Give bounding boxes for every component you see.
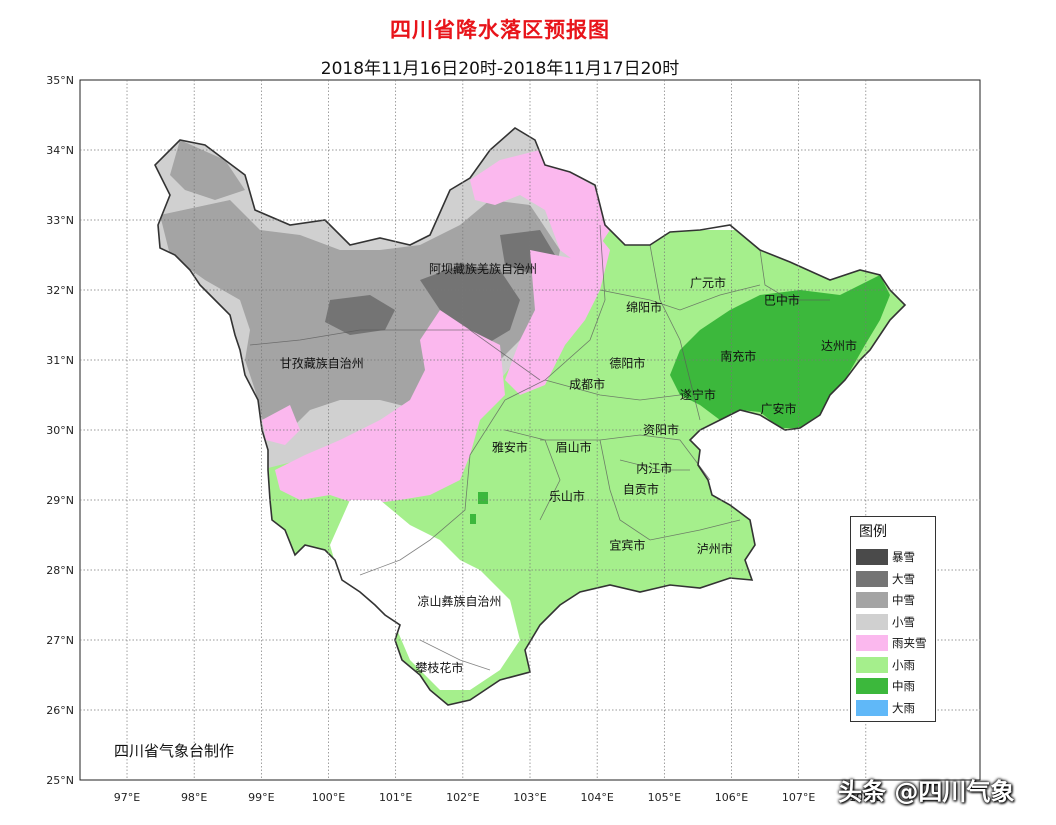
lat-tick-label: 28°N [46,564,74,577]
legend-label: 暴雪 [892,550,915,564]
legend-swatch [856,570,888,587]
region-label: 攀枝花市 [415,660,463,675]
sleet-area-central [505,235,610,395]
legend-label: 中雪 [892,593,915,607]
legend-label: 小雨 [892,657,915,672]
legend-label: 大雨 [892,700,915,715]
longitude-labels: 97°E 98°E 99°E 100°E 101°E 102°E 103°E 104°E 105… [114,791,883,804]
legend-swatch [856,635,888,651]
lon-tick-label: 106°E [715,791,748,804]
lon-tick-label: 107°E [782,791,815,804]
region-label: 南充市 [720,349,756,364]
region-label: 德阳市 [609,356,645,371]
lon-tick-label: 101°E [379,791,412,804]
region-label: 内江市 [636,461,672,476]
region-label: 眉山市 [556,440,592,455]
lon-tick-label: 97°E [114,791,140,804]
map-title: 四川省降水落区预报图 [390,18,610,42]
legend-swatch [856,549,888,565]
moderate-rain-patch-2 [470,514,476,524]
lat-tick-label: 25°N [46,774,74,787]
sleet-area-north [470,150,610,265]
legend: 图例 暴雪大雪中雪小雪雨夹雪小雨中雨大雨 [850,516,936,722]
sleet-area-west [275,310,505,505]
legend-item: 雨夹雪 [856,635,934,651]
region-label: 绵阳市 [626,300,662,315]
legend-swatch [856,613,888,630]
legend-item: 大雨 [856,699,934,716]
sleet-area-edge [262,405,300,445]
heavy-snow-area [420,265,520,345]
lat-tick-label: 34°N [46,144,74,157]
map-subtitle: 2018年11月16日20时-2018年11月17日20时 [320,59,680,79]
legend-title: 图例 [859,524,887,540]
lat-tick-label: 29°N [46,494,74,507]
lon-tick-label: 104°E [580,791,613,804]
lon-tick-label: 99°E [248,791,274,804]
legend-item: 中雪 [856,592,934,608]
region-label: 凉山彝族自治州 [417,594,501,609]
region-label: 资阳市 [643,422,679,437]
legend-label: 雨夹雪 [892,636,927,650]
legend-item: 小雨 [856,656,934,673]
legend-label: 大雪 [892,571,915,586]
lat-tick-label: 35°N [46,74,74,87]
lat-tick-label: 30°N [46,424,74,437]
region-label: 乐山市 [549,489,585,504]
heavy-snow-area-2 [325,295,395,335]
lat-tick-label: 31°N [46,354,74,367]
region-label: 遂宁市 [680,387,716,402]
lat-tick-label: 27°N [46,634,74,647]
lon-tick-label: 103°E [513,791,546,804]
region-label: 巴中市 [764,293,800,308]
legend-swatch [856,656,888,673]
lat-tick-label: 32°N [46,284,74,297]
lat-tick-label: 33°N [46,214,74,227]
region-label: 雅安市 [492,440,528,455]
legend-item: 中雨 [856,678,934,694]
region-label: 广安市 [760,401,796,416]
watermark: 头条 @四川气象 [838,778,1015,806]
region-label: 甘孜藏族自治州 [280,357,364,371]
latitude-labels: 35°N 34°N 33°N 32°N 31°N 30°N 29°N 28°N 27°N 26°N… [46,74,74,787]
legend-label: 中雨 [892,679,915,693]
region-label: 广元市 [690,275,726,290]
region-label: 宜宾市 [609,538,645,553]
lon-tick-label: 102°E [446,791,479,804]
no-precip-south [330,500,520,690]
producer-credit: 四川省气象台制作 [114,742,235,760]
graticule [80,80,980,780]
legend-label: 小雪 [892,614,915,629]
lon-tick-label: 105°E [648,791,681,804]
legend-swatch [856,592,888,608]
region-label: 成都市 [569,377,605,392]
lon-tick-label: 98°E [181,791,207,804]
lat-tick-label: 26°N [46,704,74,717]
legend-item: 暴雪 [856,549,934,565]
province-outline [154,127,907,706]
region-label: 自贡市 [623,482,659,497]
lon-tick-label: 100°E [312,791,345,804]
legend-item: 大雪 [856,570,934,587]
region-label: 达州市 [821,338,857,353]
legend-swatch [856,699,888,716]
admin-boundaries [249,224,830,671]
legend-item: 小雪 [856,613,934,630]
region-label: 泸州市 [697,541,733,556]
legend-swatch [856,678,888,694]
lon-tick-label: 108°E [849,791,882,804]
region-label: 阿坝藏族羌族自治州 [429,262,537,276]
moderate-rain-patch [478,492,488,504]
moderate-snow-area-north [170,140,245,200]
